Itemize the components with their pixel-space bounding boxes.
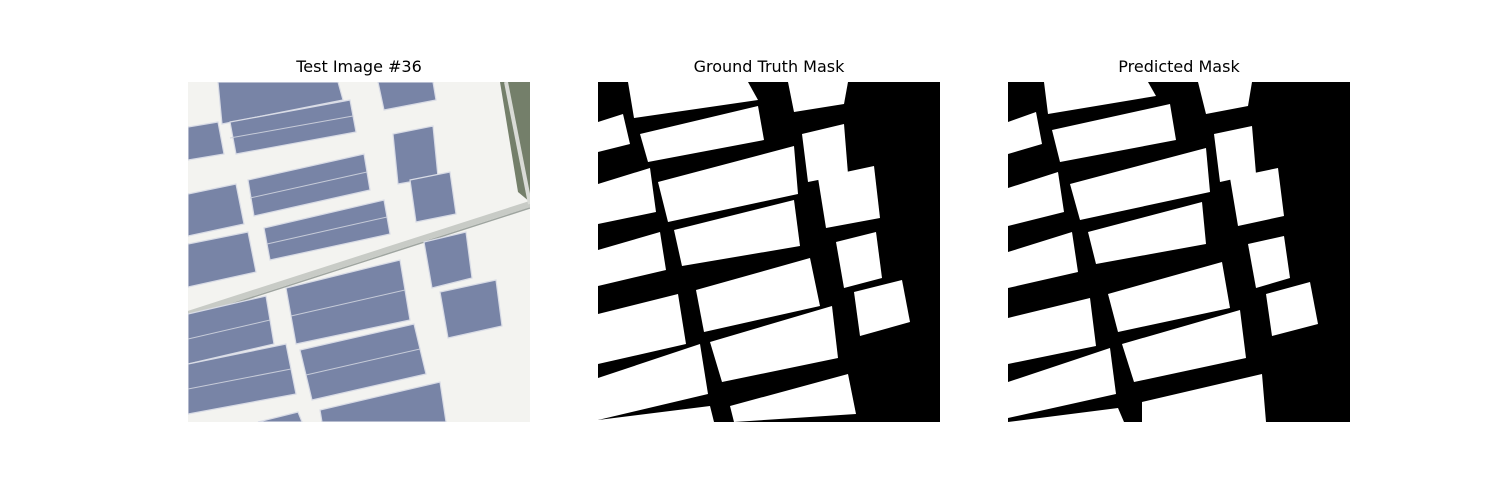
aerial-photo	[188, 82, 530, 422]
predicted-mask	[1008, 82, 1350, 422]
test-image-panel: Test Image #36	[188, 0, 530, 500]
ground-truth-mask	[598, 82, 940, 422]
ground-truth-panel: Ground Truth Mask	[598, 0, 940, 500]
predicted-panel: Predicted Mask	[1008, 0, 1350, 500]
ground-truth-title: Ground Truth Mask	[693, 57, 845, 76]
predicted-title: Predicted Mask	[1118, 57, 1240, 76]
test-image-title: Test Image #36	[296, 57, 422, 76]
